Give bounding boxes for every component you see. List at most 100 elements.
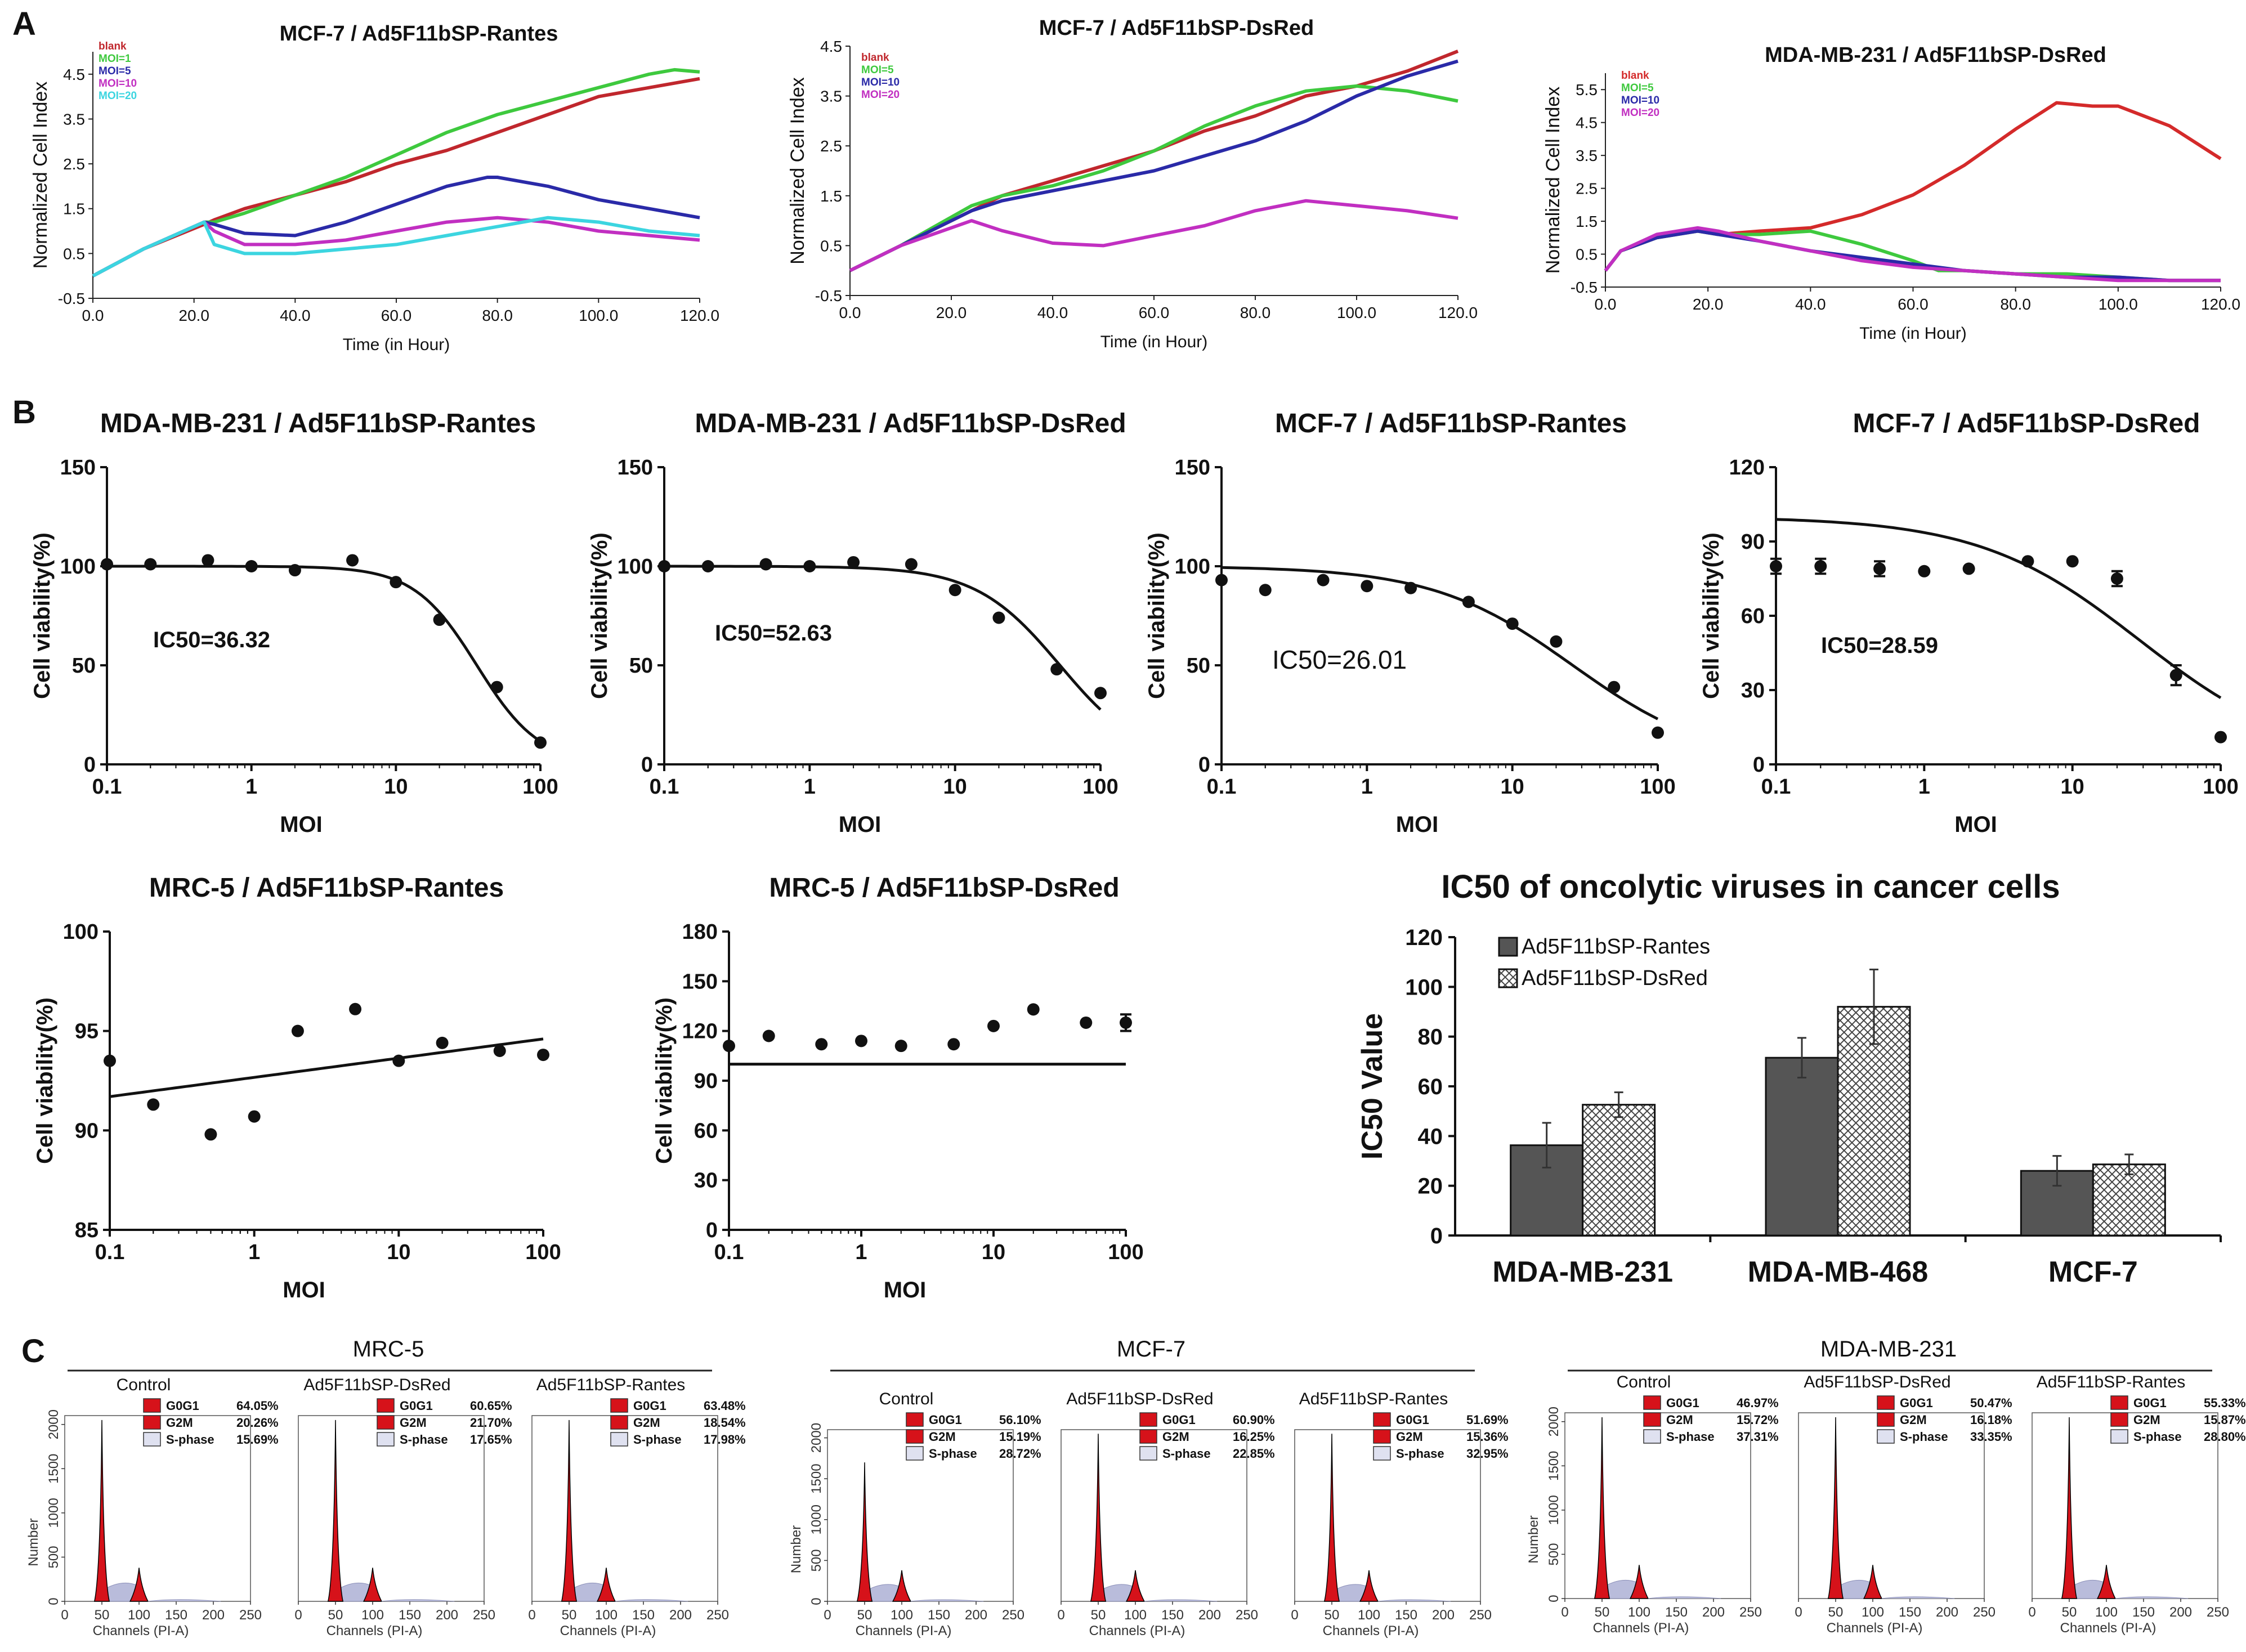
y-tick-label: 60: [694, 1119, 718, 1143]
data-point: [847, 556, 860, 568]
data-point: [1094, 687, 1107, 700]
y-tick-label: 80: [1418, 1025, 1443, 1050]
legend-swatch: [1877, 1429, 1895, 1444]
y-tick-label: 1000: [46, 1498, 61, 1528]
x-tick-label: 100: [1640, 775, 1675, 799]
y-axis-label: Number: [26, 1518, 41, 1566]
data-point: [493, 1045, 506, 1057]
legend-label: G2M: [1900, 1413, 1927, 1427]
y-tick-label: 2000: [1546, 1407, 1562, 1436]
x-axis-label: MOI: [1954, 812, 1997, 837]
y-tick-label: 2.5: [1576, 180, 1598, 198]
x-tick-label: 150: [399, 1608, 421, 1623]
y-tick-label: 40: [1418, 1124, 1443, 1149]
x-tick-label: 100.0: [2099, 296, 2138, 313]
y-tick-label: 50: [1187, 654, 1210, 678]
x-axis-label: MOI: [283, 1278, 325, 1302]
y-tick-label: 90: [1741, 530, 1765, 554]
x-tick-label: 0.0: [82, 307, 104, 324]
legend-label: G2M: [166, 1416, 193, 1430]
x-tick-label: 1: [804, 775, 816, 799]
category-label: MCF-7: [2048, 1256, 2138, 1288]
legend-swatch: [1373, 1412, 1391, 1427]
y-tick-label: 0.5: [63, 245, 85, 262]
legend-label: G2M: [1666, 1413, 1693, 1427]
legend-entry: Ad5F11bSP-Rantes: [1522, 935, 1710, 959]
chart-title: MCF-7 / Ad5F11bSP-DsRed: [1039, 16, 1314, 40]
x-tick-label: 100: [1124, 1608, 1147, 1623]
legend-value: 50.47%: [1970, 1396, 2012, 1410]
x-tick-label: 250: [706, 1608, 729, 1623]
y-tick-label: 120: [1405, 925, 1443, 950]
g2m-peak: [2096, 1565, 2117, 1599]
x-tick-label: 250: [1469, 1608, 1492, 1623]
legend-label: G2M: [2133, 1413, 2160, 1427]
legend-entry: Ad5F11bSP-DsRed: [1522, 966, 1708, 990]
legend-label: G0G1: [633, 1399, 666, 1413]
legend-swatch: [1498, 968, 1518, 988]
y-tick-label: 0: [1546, 1595, 1562, 1602]
x-tick-label: 200: [1936, 1605, 1958, 1620]
x-tick-label: 250: [1973, 1605, 1996, 1620]
panel-label-b: B: [12, 394, 36, 431]
data-point: [1317, 574, 1330, 587]
legend-value: 60.90%: [1233, 1413, 1275, 1427]
tail-area: [1377, 1599, 1451, 1602]
x-tick-label: 0: [528, 1608, 535, 1623]
data-point: [1259, 584, 1272, 597]
y-axis-label: Cell viability(%): [587, 532, 612, 699]
x-tick-label: 0.1: [650, 775, 679, 799]
legend-label: S-phase: [400, 1432, 448, 1447]
x-tick-label: 100: [1108, 1241, 1143, 1264]
legend-value: 51.69%: [1466, 1413, 1509, 1427]
g2m-peak: [1629, 1565, 1649, 1599]
x-tick-label: 150: [2132, 1605, 2155, 1620]
histogram-group: MRC-5 Control 0 50 100 150 200 250 Channels (PI-…: [26, 1337, 746, 1638]
y-axis-label: Normalized Cell Index: [787, 77, 808, 265]
x-tick-label: 120.0: [1438, 304, 1478, 321]
chart-B1: MDA-MB-231 / Ad5F11bSP-Rantes 0.1 1 10 100 0 5…: [30, 409, 558, 837]
y-tick-label: 95: [75, 1020, 99, 1044]
y-tick-label: 1500: [46, 1454, 61, 1484]
legend-entry: MOI=20: [1621, 107, 1659, 119]
y-tick-label: 20: [1418, 1174, 1443, 1199]
legend-value: 18.54%: [704, 1416, 746, 1430]
data-point: [245, 560, 258, 572]
panel-title: Ad5F11bSP-Rantes: [536, 1376, 686, 1394]
y-axis-label: Number: [789, 1525, 804, 1573]
legend-label: G0G1: [1396, 1413, 1429, 1427]
y-tick-label: -0.5: [58, 290, 85, 307]
g2m-peak: [1359, 1570, 1379, 1602]
y-tick-label: 120: [682, 1020, 718, 1044]
legend-value: 17.65%: [470, 1432, 512, 1447]
legend-swatch: [1643, 1429, 1661, 1444]
x-axis-label: Channels (PI-A): [1323, 1623, 1419, 1638]
y-tick-label: 500: [809, 1549, 824, 1572]
legend-value: 63.48%: [704, 1399, 746, 1413]
x-tick-label: 1: [245, 775, 257, 799]
legend-label: S-phase: [929, 1447, 977, 1461]
fit-curve: [664, 565, 1102, 711]
data-point: [803, 560, 816, 572]
group-title: MRC-5: [353, 1337, 424, 1362]
x-tick-label: 120.0: [680, 307, 719, 324]
y-tick-label: 60: [1741, 605, 1765, 628]
x-tick-label: 1: [1361, 775, 1373, 799]
y-tick-label: 85: [75, 1219, 99, 1242]
tail-area: [147, 1599, 221, 1602]
x-tick-label: 50: [1595, 1605, 1610, 1620]
x-tick-label: 10: [384, 775, 408, 799]
y-tick-label: 150: [1175, 456, 1210, 480]
chart-B6: MRC-5 / Ad5F11bSP-DsRed 0.1 1 10 100 0 30 60 90 1…: [652, 873, 1144, 1302]
legend-swatch: [906, 1429, 924, 1444]
legend-entry: MOI=5: [99, 65, 131, 77]
x-axis-label: Channels (PI-A): [1089, 1623, 1185, 1638]
legend-swatch: [1373, 1429, 1391, 1444]
y-tick-label: 0: [706, 1219, 718, 1242]
data-point: [948, 584, 961, 597]
panel-label-c: C: [21, 1333, 45, 1369]
y-tick-label: 0: [1430, 1224, 1443, 1248]
bar-Ad5F11bSP-DsRed: [1582, 1104, 1656, 1237]
chart-B5: MRC-5 / Ad5F11bSP-Rantes 0.1 1 10 100 85 90 95 1…: [33, 873, 561, 1302]
series-line-MOI=10: [849, 59, 1458, 272]
